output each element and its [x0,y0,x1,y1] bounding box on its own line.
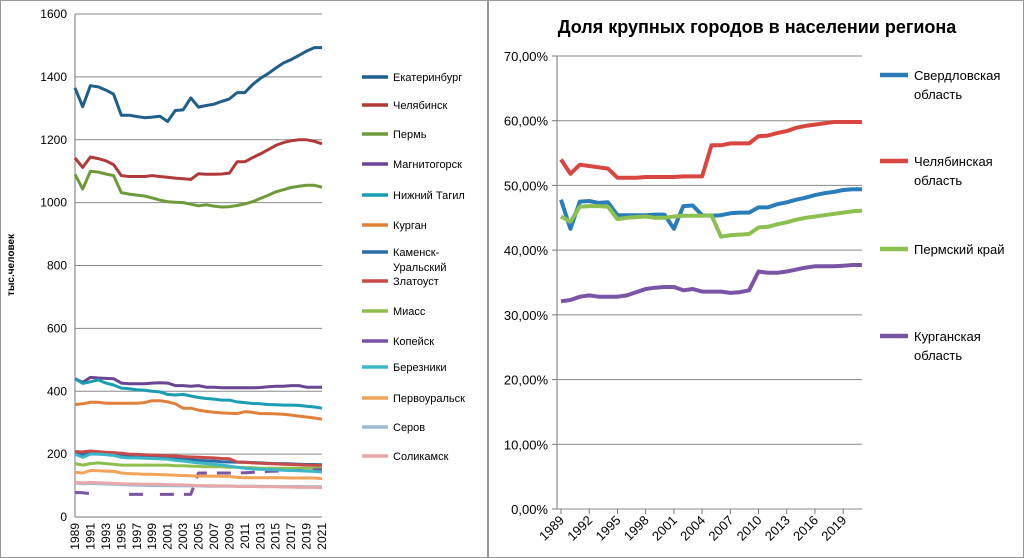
left-x-tick-label: 2001 [161,523,175,550]
left-x-tick-label: 1993 [99,523,113,550]
right-x-tick-label: 2010 [734,513,765,544]
left-legend-label: Нижний Тагил [393,190,465,202]
left-series-line-нижний-тагил [74,377,323,410]
right-y-tick-label: 50,00% [504,178,549,193]
right-legend-label: Челябинская область [914,154,993,188]
right-x-tick-label: 2001 [649,513,680,544]
left-y-tick-label: 1600 [40,7,67,21]
right-y-tick-label: 70,00% [504,49,549,64]
left-y-ticks: 0 200 400 600 800 1000 1200 1400 1600 [40,7,67,524]
right-y-ticks: 0,00% 10,00% 20,00% 30,00% 40,00% 50,00% 60,00… [504,49,549,517]
right-series-lines [559,120,863,304]
right-x-tick-label: 1995 [593,513,624,544]
right-series-line-курганская-область [560,263,862,304]
right-y-tick-label: 10,00% [504,437,549,452]
left-series-line-челябинск [73,138,323,181]
right-x-tick-label: 1992 [564,513,595,544]
left-legend-label: Златоуст [393,276,439,288]
right-legend-label: Пермский край [914,242,1004,257]
right-series-line-пермский-край [560,204,863,239]
right-x-ticks: 1989199219951998200120042007201020132016… [536,513,849,544]
left-series-line-курган [74,399,323,421]
left-x-tick-label: 1989 [68,523,82,550]
right-legend: Свердловская область Челябинская область Пер… [880,68,1004,363]
left-x-tick-label: 1997 [130,523,144,550]
left-x-tick-label: 2015 [269,523,283,550]
left-legend-label: Магнитогорск [393,159,462,171]
right-y-tick-label: 40,00% [504,243,549,258]
left-legend-label: Пермь [393,129,427,141]
right-chart-title: Доля крупных городов в населении региона [558,17,958,37]
left-series-line-соликамск [74,480,323,490]
left-y-tick-label: 400 [47,384,67,398]
left-x-tick-label: 2009 [222,523,236,550]
left-y-tick-label: 200 [47,447,67,461]
right-legend-label: Курганская область [914,329,981,363]
right-x-tick-label: 2016 [790,513,821,544]
left-x-tick-label: 1991 [83,523,97,550]
left-legend-label: Серов [393,422,425,434]
right-x-tick-label: 2007 [705,513,736,544]
left-legend-label: Челябинск [393,100,447,112]
right-x-tick-label: 2013 [762,513,793,544]
right-y-tick-label: 30,00% [504,308,549,323]
right-chart-border [488,0,1024,558]
left-x-tick-label: 2017 [284,523,298,550]
right-gridlines [552,55,862,514]
left-series-line-березники [74,452,323,474]
right-x-tick-label: 2004 [677,513,708,544]
right-series-line-свердловская-область [559,187,862,231]
left-y-tick-label: 1400 [40,70,67,84]
left-series-lines [73,46,323,496]
left-x-tick-label: 2021 [315,523,329,550]
left-y-tick-label: 0 [60,510,67,524]
left-series-line-пермь [73,169,323,209]
right-x-tick-label: 1998 [621,513,652,544]
left-x-tick-label: 1995 [114,523,128,550]
left-legend-label: Копейск [393,336,434,348]
left-y-tick-label: 600 [47,321,67,335]
left-x-tick-label: 2005 [192,523,206,550]
left-series-line-первоуральск [74,469,323,481]
left-x-tick-label: 2007 [207,523,221,550]
left-series-line-екатеринбург [73,46,322,123]
left-legend-label: Курган [393,220,427,232]
left-y-axis-label: тыс.человек [6,233,17,296]
right-x-tick-label: 2019 [818,513,849,544]
left-legend-label: Первоуральск [393,393,465,405]
left-series-line-златоуст [74,449,323,468]
right-series-line-челябинская-область [559,120,862,180]
right-y-tick-label: 20,00% [504,373,549,388]
left-x-tick-label: 1999 [145,523,159,550]
left-series-line-миасс [74,461,322,470]
right-legend-label: Свердловская область [914,68,1000,102]
right-y-tick-label: 60,00% [504,114,549,129]
left-x-ticks: 1989 1991 1993 1995 1997 1999 2001 2003 2005 2007… [68,523,329,550]
left-legend-label: Екатеринбург [393,72,462,84]
left-y-tick-label: 800 [47,259,67,273]
left-y-tick-label: 1200 [40,133,67,147]
right-x-tick-label: 1989 [536,513,567,544]
left-legend-label: Каменск-Уральский [393,247,446,274]
left-x-tick-label: 2013 [253,523,267,550]
left-legend-label: Березники [393,362,447,374]
left-x-tick-label: 2019 [300,523,314,550]
right-y-tick-label: 0,00% [511,502,548,517]
left-legend-label: Миасс [393,306,426,318]
left-y-tick-label: 1000 [40,196,67,210]
left-x-tick-label: 2011 [238,523,252,549]
left-series-line-магнитогорск [74,375,322,390]
left-legend-label: Соликамск [393,451,449,463]
left-legend: Екатеринбург Челябинск Пермь Магнитогорск Ни… [362,72,465,463]
left-x-tick-label: 2003 [176,523,190,550]
